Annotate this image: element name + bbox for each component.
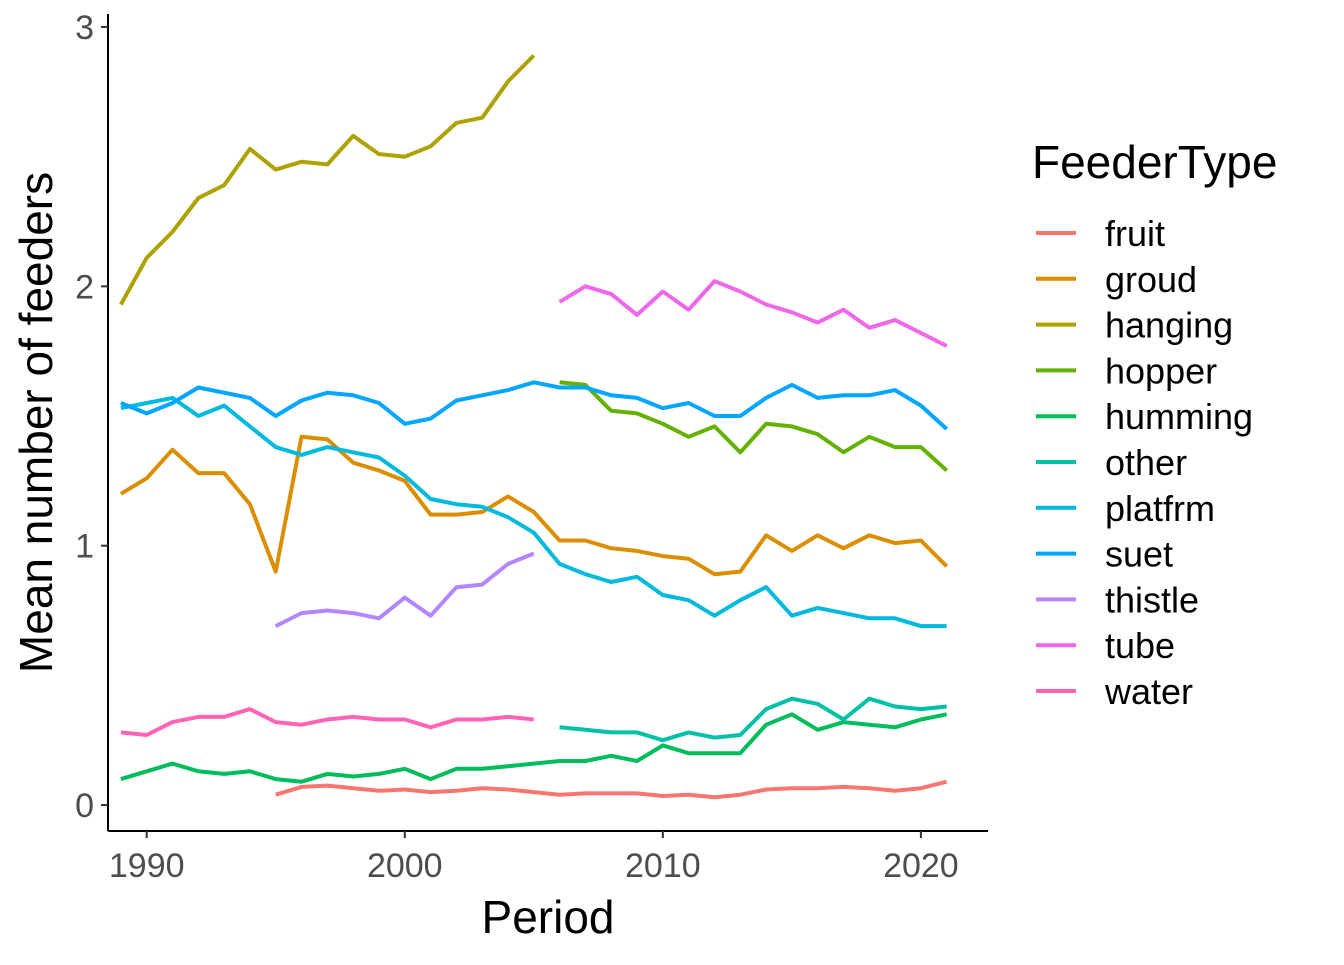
x-tick-label: 2000	[367, 847, 443, 885]
series-line-hanging	[119, 54, 536, 306]
legend-label-hanging: hanging	[1105, 305, 1233, 346]
series-line-tube	[558, 279, 948, 348]
legend-label-hopper: hopper	[1105, 350, 1217, 391]
series-line-water	[120, 707, 535, 737]
series-line-hopper	[559, 380, 949, 472]
legend-label-thistle: thistle	[1105, 579, 1199, 620]
x-tick-label: 2020	[883, 847, 959, 885]
series-line-fruit	[275, 779, 948, 800]
y-axis-title: Mean number of feeders	[10, 172, 62, 673]
x-tick-label: 1990	[109, 847, 185, 885]
series-line-thistle	[274, 551, 535, 628]
legend-label-other: other	[1105, 442, 1187, 483]
legend-label-humming: humming	[1105, 396, 1253, 437]
legend-label-suet: suet	[1105, 534, 1173, 575]
y-tick-label: 0	[75, 787, 94, 825]
y-tick-label: 3	[75, 9, 94, 47]
legend-label-water: water	[1104, 671, 1193, 712]
legend-label-groud: groud	[1105, 259, 1197, 300]
y-tick-label: 2	[75, 268, 94, 306]
series-line-platfrm	[120, 395, 947, 629]
x-axis-title: Period	[482, 891, 615, 943]
series-line-groud	[119, 434, 949, 577]
legend-label-fruit: fruit	[1105, 213, 1165, 254]
legend-label-platfrm: platfrm	[1105, 488, 1215, 529]
series-line-suet	[120, 380, 949, 431]
plot-lines	[119, 54, 949, 800]
legend-title: FeederType	[1032, 136, 1277, 188]
series-line-other	[559, 696, 947, 743]
axes: 0 1 2 3 1990 2000 2010 2020 Period Mean number of…	[10, 9, 988, 943]
series-line-humming	[120, 712, 948, 784]
y-tick-label: 1	[75, 528, 94, 566]
x-tick-label: 2010	[625, 847, 701, 885]
legend-label-tube: tube	[1105, 625, 1175, 666]
